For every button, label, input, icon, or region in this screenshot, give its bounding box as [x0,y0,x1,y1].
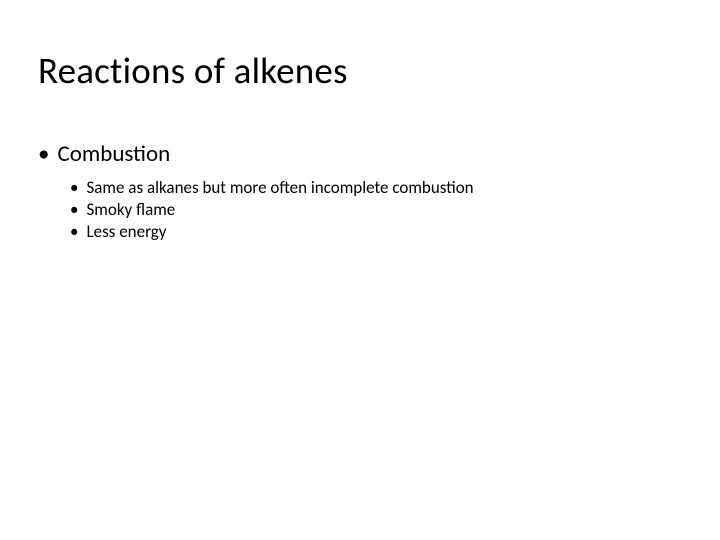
slide-body: • Combustion • Same as alkanes but more … [38,140,678,243]
bullet-dot-icon: • [70,199,78,221]
slide-title: Reactions of alkenes [38,48,348,93]
bullet-level2: • Same as alkanes but more often incompl… [38,177,678,199]
bullet-level2: • Less energy [38,221,678,243]
bullet-dot-icon: • [70,177,78,199]
bullet-dot-icon: • [70,221,78,243]
slide: Reactions of alkenes • Combustion • Same… [0,0,720,540]
bullet-level1: • Combustion [38,140,678,169]
bullet-text: Same as alkanes but more often incomplet… [86,177,678,199]
bullet-text: Smoky flame [86,199,678,221]
bullet-text: Combustion [57,140,678,169]
bullet-text: Less energy [86,221,678,243]
bullet-dot-icon: • [38,140,49,169]
bullet-level2: • Smoky flame [38,199,678,221]
